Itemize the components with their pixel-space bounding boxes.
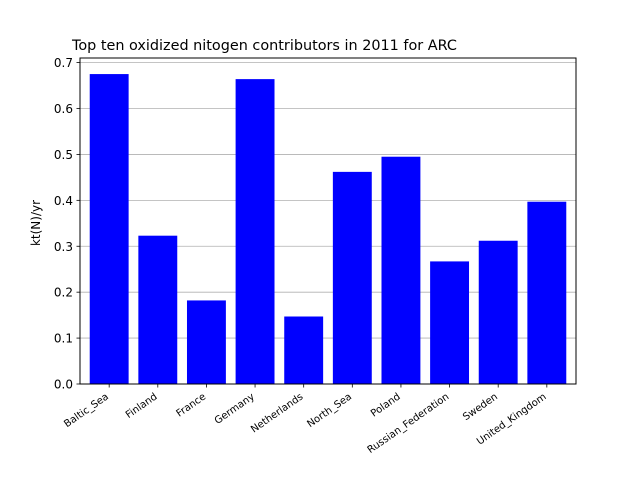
- bar: [284, 316, 324, 384]
- bar: [89, 74, 129, 384]
- bar: [138, 235, 178, 384]
- bar: [527, 201, 567, 384]
- y-tick-label: 0.5: [54, 148, 73, 162]
- y-axis-ticks: 0.0 0.1 0.2 0.3 0.4 0.5 0.6 0.7: [54, 56, 80, 392]
- bar: [478, 240, 518, 384]
- y-tick-label: 0.4: [54, 194, 73, 208]
- y-tick-label: 0.2: [54, 286, 73, 300]
- bar: [186, 300, 226, 384]
- bar: [235, 79, 275, 384]
- y-tick-label: 0.6: [54, 102, 73, 116]
- bars: [89, 74, 567, 384]
- y-tick-label: 0.7: [54, 56, 73, 70]
- y-tick-label: 0.0: [54, 378, 73, 392]
- y-tick-label: 0.1: [54, 332, 73, 346]
- chart-title: Top ten oxidized nitogen contributors in…: [71, 38, 457, 54]
- y-axis-label: kt(N)/yr: [29, 200, 43, 246]
- bar: [381, 156, 421, 384]
- bar: [332, 171, 372, 384]
- bar: [430, 261, 470, 384]
- plot-frame: [79, 57, 577, 385]
- y-tick-label: 0.3: [54, 240, 73, 254]
